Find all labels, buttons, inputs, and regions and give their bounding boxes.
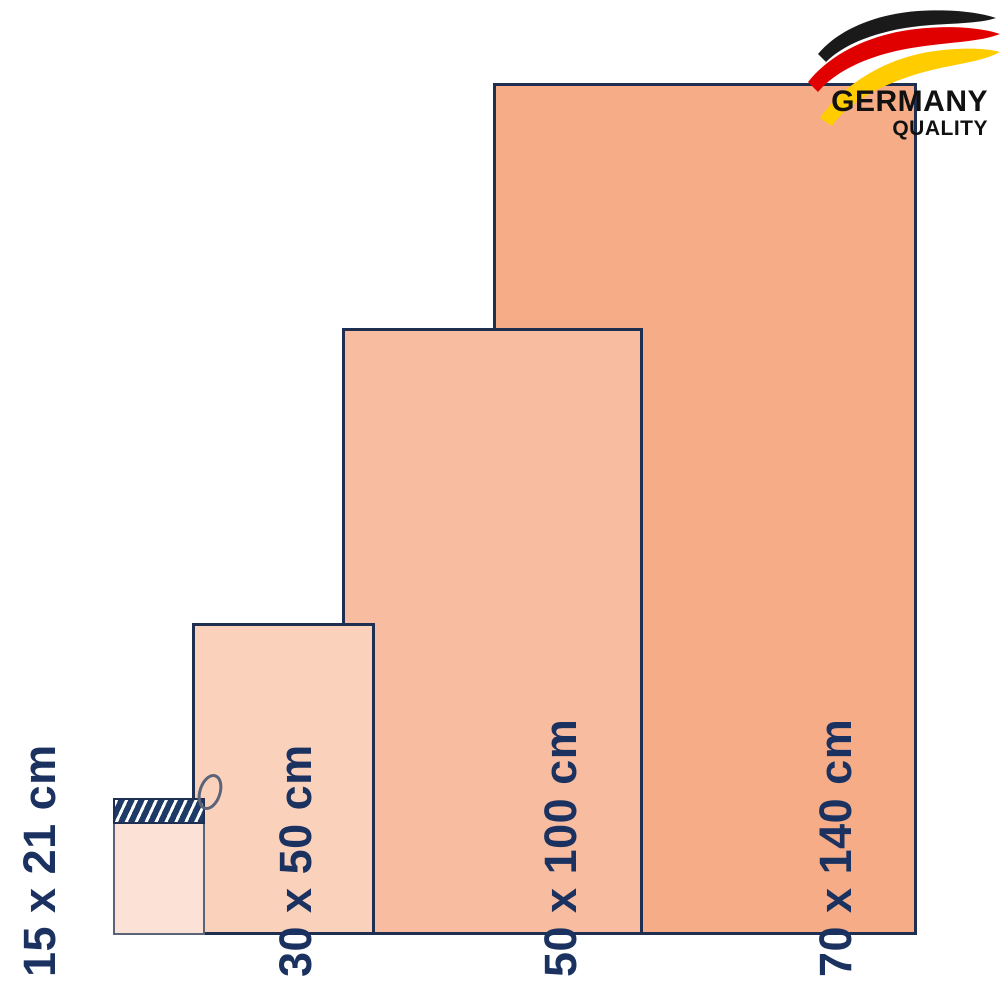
towel-swatch-50x100 <box>342 328 643 935</box>
germany-quality-badge: GERMANY QUALITY <box>800 2 1000 142</box>
size-label-70x140: 70 x 140 cm <box>810 718 861 977</box>
size-label-15x21: 15 x 21 cm <box>14 744 65 977</box>
german-flag-brush-icon <box>808 10 1000 126</box>
hanging-loop-icon <box>193 772 227 812</box>
towel-swatch-30x50 <box>192 623 375 935</box>
badge-subtitle: QUALITY <box>892 117 988 140</box>
towel-hatched-band <box>113 798 205 824</box>
size-label-30x50: 30 x 50 cm <box>270 744 321 977</box>
badge-title: GERMANY <box>831 85 988 118</box>
size-label-50x100: 50 x 100 cm <box>535 718 586 977</box>
